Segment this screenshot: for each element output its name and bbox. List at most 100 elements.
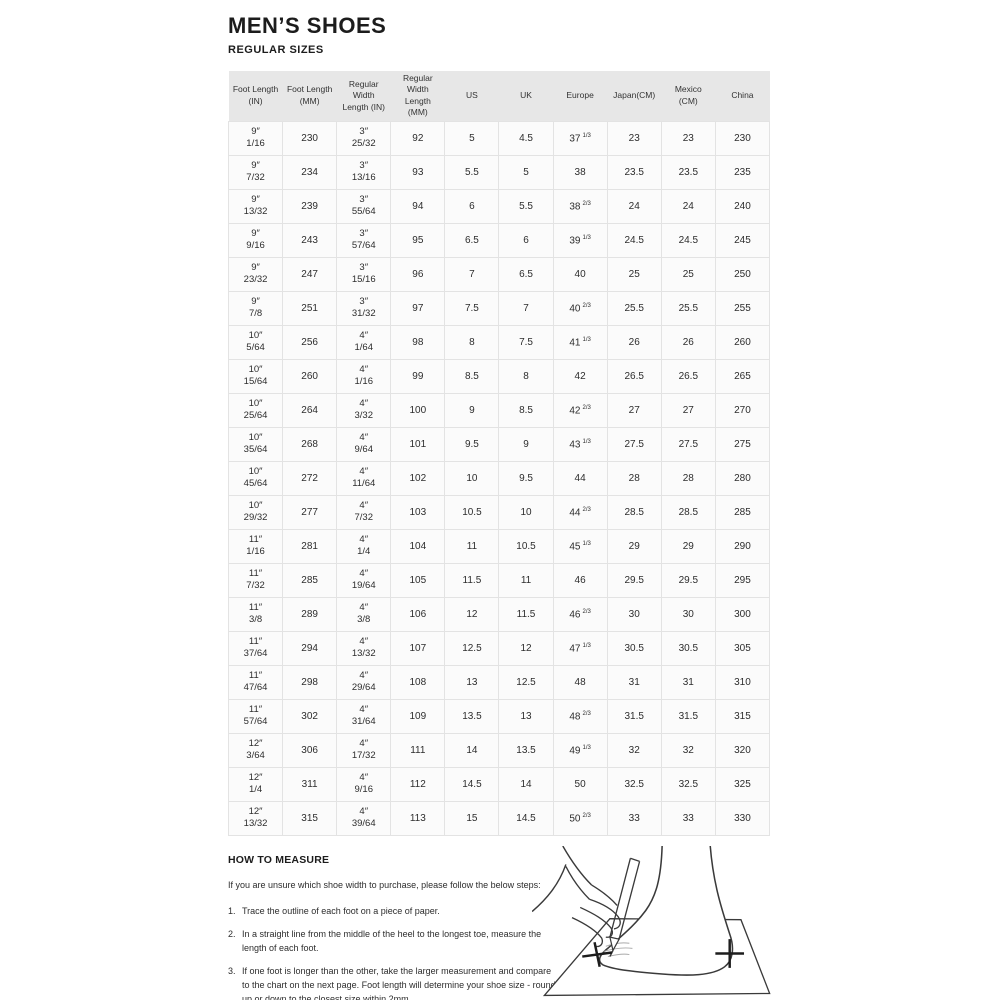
table-cell: 9″ 7/8 xyxy=(227,290,284,326)
measure-step: 3. If one foot is longer than the other,… xyxy=(228,965,558,1000)
table-cell: 3″ 15/16 xyxy=(336,256,392,292)
table-cell: 256 xyxy=(282,324,338,360)
table-cell: 6.5 xyxy=(498,256,554,292)
table-cell: 27 xyxy=(660,392,716,428)
table-cell: 10 xyxy=(444,460,500,496)
how-to-measure-heading: HOW TO MEASURE xyxy=(228,853,330,866)
table-cell: 23 xyxy=(660,120,716,156)
step-number: 1. xyxy=(228,906,236,917)
table-cell: 28 xyxy=(660,460,716,496)
table-cell: 27 xyxy=(606,392,662,428)
table-cell: 12″ 3/64 xyxy=(227,732,284,768)
how-to-measure-section: HOW TO MEASURE If you are unsure which s… xyxy=(228,845,771,1000)
table-cell: 42 2/3 xyxy=(552,392,608,428)
table-cell: 30.5 xyxy=(606,630,662,666)
table-header-cell: Mexico (CM) xyxy=(661,71,716,122)
table-row: 11″ 57/64 302 4″ 31/64 109 13.5 13 48 2/3 31.5 31.5… xyxy=(227,698,771,734)
table-cell: 9″ 9/16 xyxy=(227,222,284,258)
table-cell: 6.5 xyxy=(444,222,500,258)
table-cell: 5.5 xyxy=(498,188,554,224)
table-cell: 92 xyxy=(390,120,446,156)
table-cell: 95 xyxy=(390,222,446,258)
table-cell: 330 xyxy=(714,800,771,836)
table-cell: 315 xyxy=(714,698,771,734)
table-cell: 23.5 xyxy=(606,154,662,190)
table-cell: 11.5 xyxy=(498,596,554,632)
table-cell: 255 xyxy=(714,290,771,326)
content-column: MEN’S SHOES REGULAR SIZES Foot Length (I… xyxy=(227,13,771,1000)
table-cell: 26.5 xyxy=(660,358,716,394)
table-cell: 107 xyxy=(390,630,446,666)
table-cell: 289 xyxy=(282,596,338,632)
table-cell: 264 xyxy=(282,392,338,428)
table-body: 9″ 1/16 230 3″ 25/32 92 5 4.5 37 1/3 23 23 230 9″ 7/32… xyxy=(227,120,771,836)
table-cell: 10 xyxy=(498,494,554,530)
table-cell: 4″ 17/32 xyxy=(336,732,392,768)
table-cell: 290 xyxy=(714,528,771,564)
table-cell: 230 xyxy=(714,120,771,156)
table-cell: 105 xyxy=(390,562,446,598)
table-cell: 100 xyxy=(390,392,446,428)
table-cell: 108 xyxy=(390,664,446,700)
table-row: 9″ 13/32 239 3″ 55/64 94 6 5.5 38 2/3 24 24 240 xyxy=(227,188,771,224)
table-cell: 8.5 xyxy=(498,392,554,428)
table-cell: 9.5 xyxy=(444,426,500,462)
table-cell: 23.5 xyxy=(660,154,716,190)
table-row: 12″ 3/64 306 4″ 17/32 111 14 13.5 49 1/3 32 32 320 xyxy=(227,732,771,768)
table-cell: 280 xyxy=(714,460,771,496)
table-cell: 235 xyxy=(714,154,771,190)
page-title: MEN’S SHOES xyxy=(228,13,387,38)
table-row: 10″ 15/64 260 4″ 1/16 99 8.5 8 42 26.5 26.5 265 xyxy=(227,358,771,394)
table-cell: 26 xyxy=(606,324,662,360)
table-cell: 12 xyxy=(498,630,554,666)
table-cell: 4″ 11/64 xyxy=(336,460,392,496)
table-cell: 12.5 xyxy=(498,664,554,700)
table-cell: 260 xyxy=(282,358,338,394)
table-cell: 295 xyxy=(714,562,771,598)
table-cell: 97 xyxy=(390,290,446,326)
table-cell: 11 xyxy=(444,528,500,564)
table-cell: 6 xyxy=(498,222,554,258)
table-cell: 9.5 xyxy=(498,460,554,496)
table-cell: 24 xyxy=(606,188,662,224)
table-cell: 27.5 xyxy=(606,426,662,462)
table-cell: 27.5 xyxy=(660,426,716,462)
table-cell: 325 xyxy=(714,766,771,802)
table-cell: 96 xyxy=(390,256,446,292)
table-header-cell: Foot Length (MM) xyxy=(282,71,337,122)
table-cell: 38 xyxy=(552,154,608,190)
table-cell: 270 xyxy=(714,392,771,428)
table-cell: 8 xyxy=(498,358,554,394)
table-header-cell: Europe xyxy=(553,71,608,122)
table-cell: 31.5 xyxy=(606,698,662,734)
table-cell: 26 xyxy=(660,324,716,360)
table-row: 10″ 45/64 272 4″ 11/64 102 10 9.5 44 28 28 280 xyxy=(227,460,771,496)
table-cell: 10.5 xyxy=(498,528,554,564)
table-row: 10″ 29/32 277 4″ 7/32 103 10.5 10 44 2/3 28.5 28.5 2… xyxy=(227,494,771,530)
how-to-measure-text: HOW TO MEASURE If you are unsure which s… xyxy=(228,854,558,1000)
table-cell: 11″ 47/64 xyxy=(227,664,284,700)
table-header-cell: China xyxy=(715,71,770,122)
table-cell: 230 xyxy=(282,120,338,156)
table-cell: 4″ 29/64 xyxy=(336,664,392,700)
table-row: 10″ 25/64 264 4″ 3/32 100 9 8.5 42 2/3 27 27 270 xyxy=(227,392,771,428)
table-cell: 239 xyxy=(282,188,338,224)
table-header: Foot Length (IN) Foot Length (MM) Regular … xyxy=(228,71,770,122)
table-cell: 7 xyxy=(444,256,500,292)
table-cell: 9″ 23/32 xyxy=(227,256,284,292)
table-cell: 40 xyxy=(552,256,608,292)
table-cell: 13 xyxy=(498,698,554,734)
table-cell: 11″ 1/16 xyxy=(227,528,284,564)
table-cell: 29.5 xyxy=(660,562,716,598)
table-cell: 9″ 13/32 xyxy=(227,188,284,224)
table-cell: 5.5 xyxy=(444,154,500,190)
table-cell: 4″ 1/64 xyxy=(336,324,392,360)
table-cell: 320 xyxy=(714,732,771,768)
table-cell: 4″ 3/8 xyxy=(336,596,392,632)
table-cell: 272 xyxy=(282,460,338,496)
table-cell: 11″ 37/64 xyxy=(227,630,284,666)
table-cell: 4″ 1/16 xyxy=(336,358,392,394)
table-cell: 315 xyxy=(282,800,338,836)
table-cell: 4″ 7/32 xyxy=(336,494,392,530)
table-row: 9″ 7/32 234 3″ 13/16 93 5.5 5 38 23.5 23.5 235 xyxy=(227,154,771,190)
